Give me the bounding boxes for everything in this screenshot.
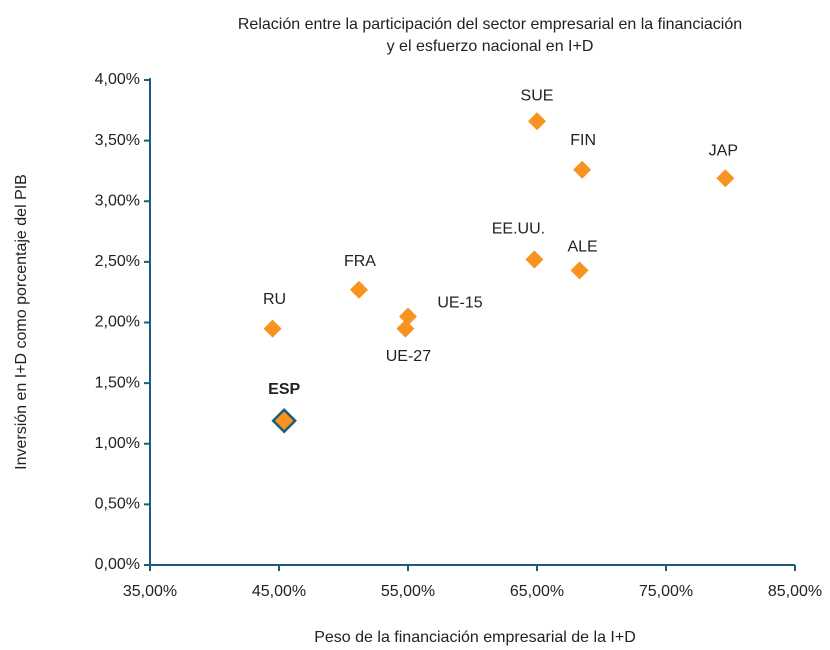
point (528, 112, 546, 131)
chart-title: Relación entre la participación del sect… (238, 16, 742, 33)
point-label: ALE (567, 239, 597, 256)
point (349, 280, 368, 299)
x-tick-label: 35,00% (123, 583, 177, 600)
x-tick-label: 75,00% (639, 583, 693, 600)
point-label: ESP (268, 381, 300, 398)
point-label: EE.UU. (492, 221, 545, 238)
point-label: SUE (521, 87, 554, 104)
y-tick-label: 1,00% (95, 435, 140, 452)
point-label: FIN (570, 132, 596, 149)
y-tick-label: 2,00% (95, 314, 140, 331)
x-tick-label: 55,00% (381, 583, 435, 600)
point (525, 250, 544, 269)
point (570, 261, 589, 280)
y-tick-label: 3,00% (95, 192, 140, 209)
point (263, 319, 282, 338)
y-tick-label: 1,50% (95, 374, 140, 391)
y-tick-label: 4,00% (95, 71, 140, 88)
point (396, 319, 415, 338)
chart-title: y el esfuerzo nacional en I+D (387, 38, 594, 55)
point (399, 307, 417, 326)
point (271, 407, 297, 434)
x-tick-label: 65,00% (510, 583, 564, 600)
point-label: UE-27 (386, 348, 431, 365)
point-label: FRA (344, 253, 376, 270)
y-tick-label: 3,50% (95, 132, 140, 149)
y-tick-label: 0,00% (95, 556, 140, 573)
x-tick-label: 85,00% (768, 583, 822, 600)
point-label: RU (263, 291, 286, 308)
point (573, 160, 592, 179)
y-tick-label: 2,50% (95, 253, 140, 270)
x-tick-label: 45,00% (252, 583, 306, 600)
point-label: UE-15 (437, 295, 482, 312)
point-label: JAP (709, 142, 738, 159)
y-tick-label: 0,50% (95, 496, 140, 513)
x-axis-label: Peso de la financiación empresarial de l… (314, 629, 636, 646)
y-axis-label: Inversión en I+D como porcentaje del PIB (13, 174, 30, 470)
point (716, 169, 735, 188)
